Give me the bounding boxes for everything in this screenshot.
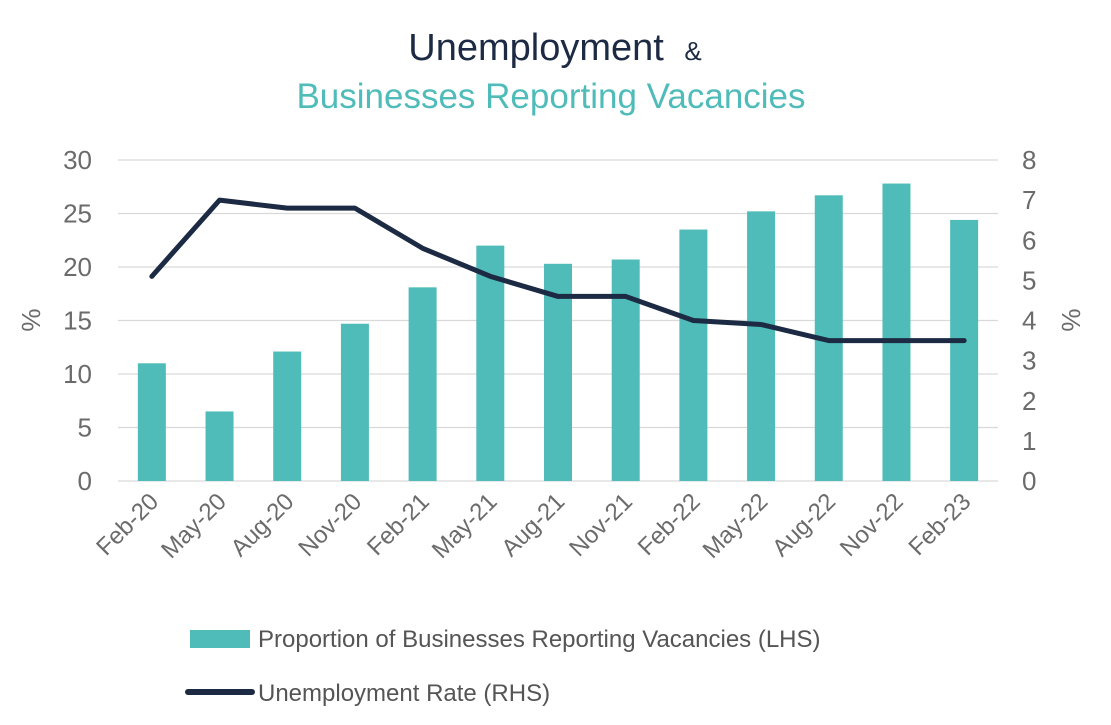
chart-title-suffix: & <box>684 36 701 66</box>
bar <box>950 219 979 482</box>
x-tick-label: Nov-22 <box>835 488 909 562</box>
x-tick-label: Aug-21 <box>496 488 570 562</box>
x-tick-label: Feb-23 <box>904 488 977 561</box>
right-axis-ticks: 0 1 2 3 4 5 6 7 8 <box>1022 145 1036 496</box>
left-tick-label: 30 <box>63 145 92 175</box>
right-tick-label: 4 <box>1022 306 1036 336</box>
x-tick-label: Aug-20 <box>226 488 300 562</box>
right-tick-label: 3 <box>1022 346 1036 376</box>
x-tick-label: May-22 <box>698 488 774 564</box>
bar <box>205 411 234 481</box>
right-tick-label: 7 <box>1022 185 1036 215</box>
bar <box>747 211 776 482</box>
x-tick-label: Aug-22 <box>767 488 841 562</box>
bar <box>679 229 708 481</box>
x-tick-label: Feb-21 <box>362 488 435 561</box>
left-tick-label: 25 <box>63 199 92 229</box>
left-tick-label: 5 <box>78 413 92 443</box>
bar <box>544 263 572 481</box>
right-tick-label: 6 <box>1022 225 1036 255</box>
left-axis-ticks: 0 5 10 15 20 25 30 <box>63 145 92 496</box>
bar <box>476 245 505 481</box>
x-tick-label: Feb-20 <box>91 488 164 561</box>
right-tick-label: 0 <box>1022 466 1036 496</box>
x-axis-ticks: Feb-20May-20Aug-20Nov-20Feb-21May-21Aug-… <box>91 488 976 564</box>
left-tick-label: 20 <box>63 252 92 282</box>
bar <box>611 259 640 481</box>
legend-swatch-vacancies <box>190 630 250 648</box>
bar <box>137 363 166 481</box>
chart-title-text: Unemployment <box>408 27 664 69</box>
x-tick-label: May-20 <box>156 488 232 564</box>
right-axis-label: % <box>1056 308 1086 331</box>
left-tick-label: 0 <box>78 466 92 496</box>
left-tick-label: 15 <box>63 306 92 336</box>
legend-label-unemployment: Unemployment Rate (RHS) <box>258 680 550 707</box>
legend-label-vacancies: Proportion of Businesses Reporting Vacan… <box>258 626 821 653</box>
right-tick-label: 8 <box>1022 145 1036 175</box>
legend: Proportion of Businesses Reporting Vacan… <box>185 626 821 707</box>
chart-subtitle: Businesses Reporting Vacancies <box>296 77 805 116</box>
line-series <box>149 197 967 344</box>
bar <box>273 351 302 481</box>
bar <box>408 287 437 481</box>
left-tick-label: 10 <box>63 359 92 389</box>
right-tick-label: 5 <box>1022 265 1036 295</box>
bar <box>340 323 369 481</box>
x-tick-label: Nov-20 <box>293 488 367 562</box>
left-axis-label: % <box>16 308 46 331</box>
bar-series <box>137 183 979 482</box>
right-tick-label: 1 <box>1022 426 1036 456</box>
x-tick-label: Nov-21 <box>564 488 638 562</box>
x-tick-label: May-21 <box>427 488 503 564</box>
chart-title: Unemployment & <box>408 27 701 69</box>
right-tick-label: 2 <box>1022 386 1036 416</box>
bar <box>882 183 911 482</box>
x-tick-label: Feb-22 <box>633 488 706 561</box>
